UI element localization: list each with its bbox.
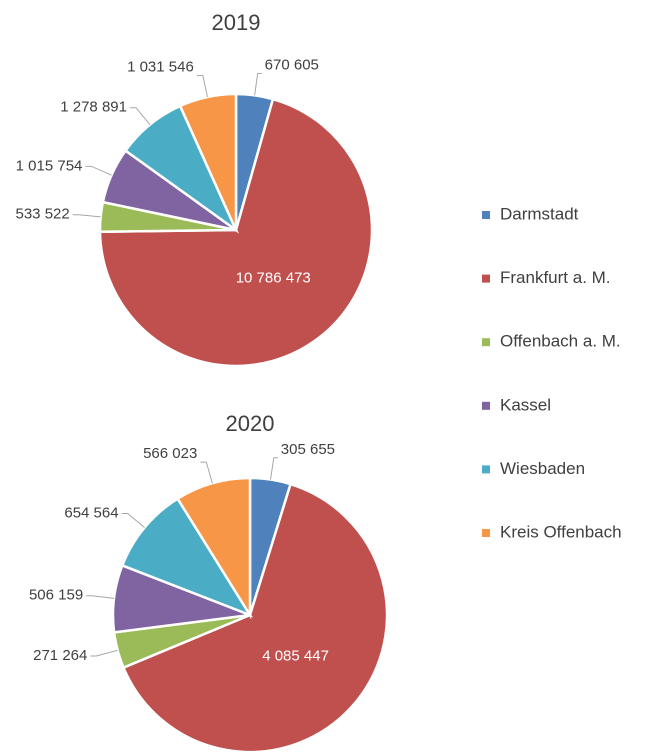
- data-label: 1 031 546: [127, 58, 194, 75]
- data-label: 4 085 447: [262, 647, 329, 664]
- legend-label: Frankfurt a. M.: [500, 268, 611, 287]
- leader-line: [270, 457, 278, 480]
- leader-line: [196, 75, 208, 98]
- pie-slice: [178, 92, 238, 231]
- data-label: 271 264: [33, 647, 87, 664]
- pie-slice: [98, 97, 374, 368]
- data-label: 305 655: [281, 441, 335, 458]
- leader-line: [90, 649, 118, 657]
- legend: Darmstadt Frankfurt a. M. Offenbach a. M. K…: [482, 204, 622, 541]
- data-label: 566 023: [143, 445, 197, 462]
- leader-line: [254, 72, 262, 96]
- legend-label: Kassel: [500, 395, 551, 414]
- chart-title: 2019: [212, 10, 261, 35]
- data-label: 1 278 891: [60, 99, 127, 116]
- legend-swatch: [482, 529, 490, 537]
- data-label: 670 605: [265, 56, 319, 73]
- leader-line: [72, 214, 101, 218]
- leader-line: [129, 107, 151, 126]
- leader-line: [86, 595, 115, 599]
- legend-swatch: [482, 274, 490, 283]
- data-label: 533 522: [16, 206, 70, 223]
- leader-line: [200, 461, 213, 484]
- pie-slice: [121, 482, 389, 754]
- legend-swatch: [482, 465, 490, 474]
- legend-label: Kreis Offenbach: [500, 522, 622, 541]
- legend-swatch: [482, 338, 490, 347]
- data-label: 1 015 754: [16, 157, 83, 174]
- data-label: 654 564: [64, 504, 118, 521]
- legend-label: Darmstadt: [500, 204, 579, 223]
- legend-swatch: [482, 401, 490, 410]
- chart-title: 2020: [226, 411, 275, 436]
- legend-label: Wiesbaden: [500, 459, 585, 478]
- data-label: 506 159: [29, 587, 83, 604]
- leader-line: [85, 165, 112, 176]
- legend-swatch: [482, 211, 490, 219]
- leader-line: [121, 513, 145, 528]
- data-label: 10 786 473: [236, 270, 311, 287]
- legend-label: Offenbach a. M.: [500, 332, 621, 351]
